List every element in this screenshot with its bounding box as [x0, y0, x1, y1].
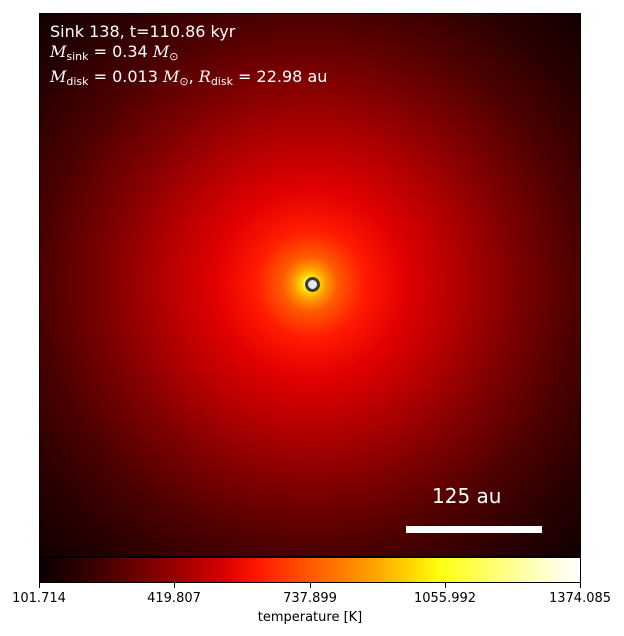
colorbar-tick-label: 1055.992: [413, 591, 477, 606]
rdisk-sep: ,: [188, 67, 199, 86]
colorbar-tick-label: 1374.085: [548, 591, 612, 606]
colorbar-tick: [39, 583, 40, 588]
sink-mass-line: Msink = 0.34 M⊙: [50, 42, 327, 67]
msink-symbol: M: [50, 42, 67, 61]
msink-unit: M: [152, 42, 170, 61]
rdisk-value: = 22.98 au: [232, 67, 328, 86]
colorbar-tick: [310, 583, 311, 588]
rdisk-symbol: R: [198, 67, 211, 86]
colorbar-tick-label: 419.807: [147, 591, 201, 606]
mdisk-unit: M: [163, 67, 180, 86]
colorbar-tick: [580, 583, 581, 588]
mdisk-unit-sub: ⊙: [179, 75, 189, 88]
colorbar-label: temperature [K]: [257, 610, 363, 625]
mdisk-symbol: M: [50, 67, 67, 86]
colorbar-tick-label: 737.899: [283, 591, 337, 606]
msink-value: = 0.34: [88, 42, 153, 61]
sink-info-text: Sink 138, t=110.86 kyr Msink = 0.34 M⊙ M…: [50, 22, 327, 92]
msink-sub: sink: [66, 50, 89, 63]
colorbar-tick: [445, 583, 446, 588]
sink-title: Sink 138, t=110.86 kyr: [50, 22, 236, 41]
sink-marker: [305, 277, 320, 292]
colorbar-tick-label: 101.714: [12, 591, 66, 606]
scale-bar-label: 125 au: [432, 484, 502, 508]
temperature-map: Sink 138, t=110.86 kyr Msink = 0.34 M⊙ M…: [39, 13, 581, 557]
rdisk-sub: disk: [210, 75, 233, 88]
msink-unit-sub: ⊙: [169, 50, 179, 63]
colorbar: [39, 557, 581, 583]
scale-bar: [406, 526, 542, 533]
colorbar-tick: [174, 583, 175, 588]
mdisk-sub: disk: [66, 75, 89, 88]
disk-line: Mdisk = 0.013 M⊙, Rdisk = 22.98 au: [50, 67, 327, 92]
mdisk-value: = 0.013: [88, 67, 163, 86]
